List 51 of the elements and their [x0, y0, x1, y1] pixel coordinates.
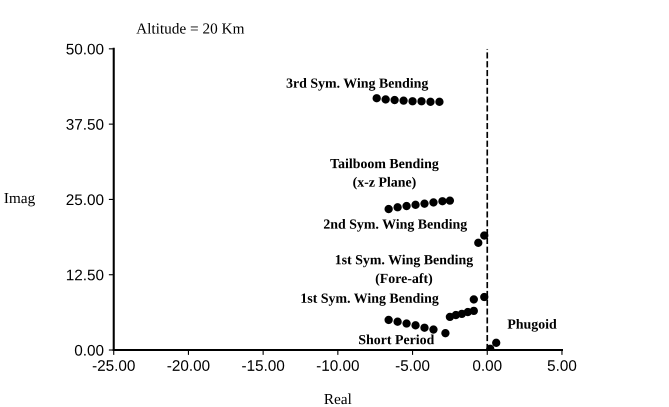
point	[393, 203, 402, 212]
point	[480, 231, 488, 240]
point	[435, 98, 444, 106]
point	[474, 238, 482, 247]
point	[470, 306, 478, 316]
point	[399, 96, 408, 105]
x-tick-label: -15.00	[242, 360, 284, 371]
point	[402, 319, 411, 328]
point	[429, 325, 438, 334]
point	[381, 95, 390, 104]
x-tick-label: -5.00	[396, 360, 430, 371]
point	[470, 295, 478, 304]
y-tick-label: 0.00	[74, 344, 104, 356]
x-axis-title: Real	[324, 393, 352, 404]
annotation: 3rd Sym. Wing Bending	[286, 78, 428, 91]
y-tick-label: 12.50	[66, 270, 104, 280]
point	[408, 97, 417, 106]
point	[417, 97, 426, 106]
point	[420, 324, 429, 332]
point	[480, 292, 488, 302]
point	[411, 321, 420, 330]
y-tick-label: 50.00	[66, 44, 104, 55]
annotation: 1st Sym. Wing Bending (Fore-aft)	[336, 254, 474, 286]
point	[384, 316, 393, 324]
y-axis-title: Imag	[4, 193, 35, 206]
x-tick-label: -20.00	[167, 360, 210, 371]
point	[446, 196, 454, 205]
point	[384, 204, 393, 214]
annotation: 1st Sym. Wing Bending	[301, 293, 439, 306]
chart-title: Altitude = 20 Km	[136, 22, 244, 34]
point	[492, 338, 500, 347]
y-tick-label: 37.50	[66, 119, 104, 130]
point	[372, 94, 381, 102]
point	[411, 200, 420, 210]
x-tick-label: -10.00	[316, 360, 359, 371]
annotation: Short Period	[359, 334, 434, 344]
point	[438, 197, 447, 206]
point	[441, 328, 450, 338]
x-tick-label: -25.00	[92, 360, 135, 371]
point	[429, 198, 438, 207]
point	[390, 96, 399, 104]
y-tick-label: 25.00	[66, 194, 104, 206]
annotation: Tailboom Bending (x-z Plane)	[330, 158, 439, 190]
x-tick-label: 0.00	[472, 360, 502, 371]
point	[420, 199, 429, 208]
annotation: 2nd Sym. Wing Bending	[324, 218, 468, 232]
point	[393, 318, 402, 326]
x-tick-label: 5.00	[548, 360, 576, 371]
point	[426, 98, 435, 106]
point	[402, 202, 411, 210]
annotation: Phugoid	[508, 318, 557, 332]
